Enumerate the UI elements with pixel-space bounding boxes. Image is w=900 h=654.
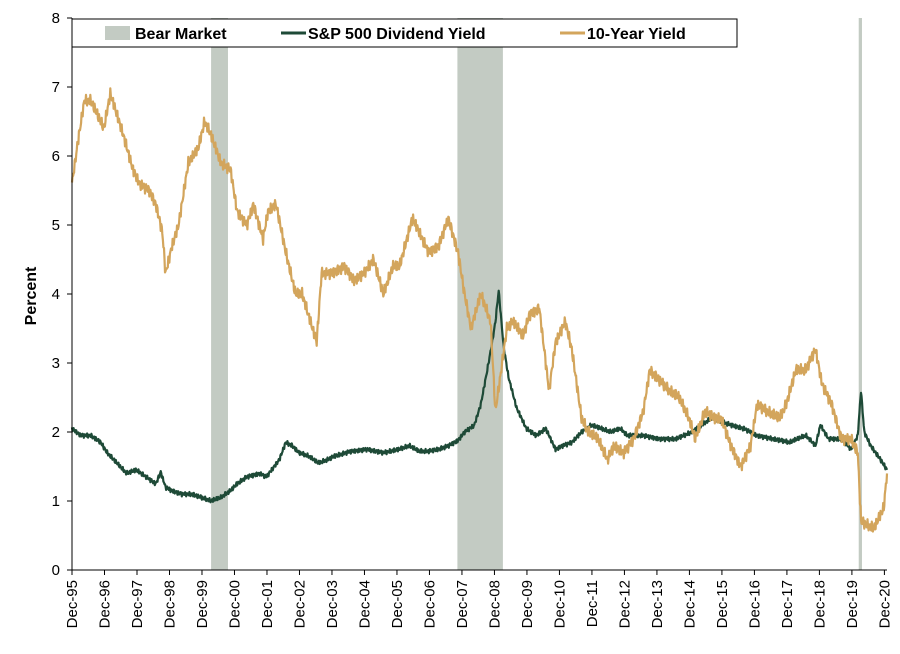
x-tick-label: Dec-18 <box>811 580 828 628</box>
y-tick-label: 4 <box>52 286 60 303</box>
x-tick-label: Dec-04 <box>357 580 374 628</box>
x-tick-label: Dec-10 <box>551 580 568 628</box>
y-tick-label: 0 <box>52 562 60 579</box>
y-tick-label: 2 <box>52 424 60 441</box>
legend: Bear Market S&P 500 Dividend Yield 10-Ye… <box>71 18 738 48</box>
x-tick-label: Dec-15 <box>714 580 731 628</box>
x-tick-label: Dec-20 <box>876 580 893 628</box>
bear-market-bands <box>211 18 862 570</box>
y-axis-ticks <box>67 17 72 571</box>
bear-market-band-1 <box>211 18 228 570</box>
x-tick-label: Dec-16 <box>746 580 763 628</box>
x-tick-label: Dec-03 <box>324 580 341 628</box>
x-tick-label: Dec-95 <box>64 580 81 628</box>
y-tick-label: 8 <box>52 10 60 27</box>
legend-label-bear: Bear Market <box>135 26 227 43</box>
x-tick-label: Dec-96 <box>97 580 114 628</box>
y-tick-label: 1 <box>52 493 60 510</box>
x-tick-label: Dec-02 <box>292 580 309 628</box>
x-tick-label: Dec-11 <box>584 580 601 627</box>
legend-box <box>71 18 738 48</box>
series-line-ten-year-yield <box>70 87 889 533</box>
legend-label-dividend: S&P 500 Dividend Yield <box>308 26 486 43</box>
x-tick-label: Dec-05 <box>389 580 406 628</box>
x-tick-label: Dec-99 <box>194 580 211 628</box>
series-line-dividend-yield <box>70 289 889 504</box>
bear-market-band-3 <box>858 18 862 570</box>
legend-swatch-bear <box>105 26 130 40</box>
x-tick-label: Dec-17 <box>779 580 796 628</box>
x-tick-label: Dec-07 <box>454 580 471 628</box>
x-tick-label: Dec-08 <box>486 580 503 628</box>
x-tick-label: Dec-19 <box>844 580 861 628</box>
x-tick-label: Dec-14 <box>681 580 698 628</box>
x-tick-label: Dec-13 <box>649 580 666 628</box>
y-tick-label: 7 <box>52 79 60 96</box>
y-tick-label: 6 <box>52 148 60 165</box>
y-tick-label: 3 <box>52 355 60 372</box>
x-tick-label: Dec-12 <box>616 580 633 628</box>
x-tick-label: Dec-00 <box>227 580 244 628</box>
y-tick-label: 5 <box>52 217 60 234</box>
y-tick-labels: 0 1 2 3 4 5 6 7 8 <box>52 10 60 579</box>
x-tick-labels: Dec-95 Dec-96 Dec-97 Dec-98 Dec-99 Dec-00 Dec-… <box>64 580 893 628</box>
x-tick-label: Dec-06 <box>422 580 439 628</box>
legend-label-ten-year: 10-Year Yield <box>587 26 686 43</box>
x-tick-label: Dec-98 <box>162 580 179 628</box>
series-lines <box>70 87 889 533</box>
x-tick-label: Dec-97 <box>129 580 146 628</box>
y-axis-title: Percent <box>23 266 40 325</box>
x-tick-label: Dec-09 <box>519 580 536 628</box>
x-tick-label: Dec-01 <box>259 580 276 628</box>
axes <box>71 18 887 575</box>
